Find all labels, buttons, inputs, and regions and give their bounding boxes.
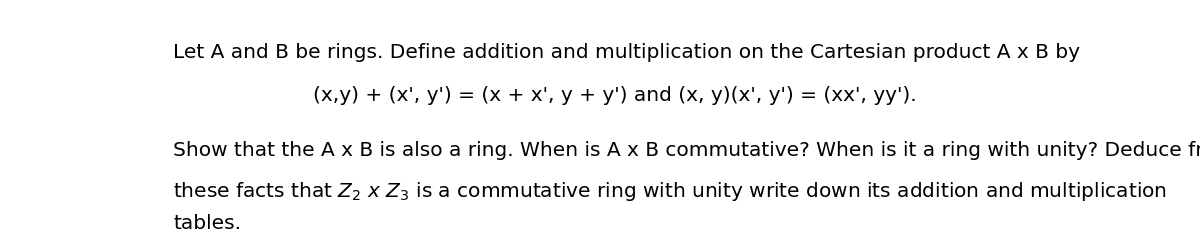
Text: tables.: tables.	[173, 214, 241, 233]
Text: Let A and B be rings. Define addition and multiplication on the Cartesian produc: Let A and B be rings. Define addition an…	[173, 43, 1080, 61]
Text: these facts that $Z_2$ $x$ $Z_3$ is a commutative ring with unity write down its: these facts that $Z_2$ $x$ $Z_3$ is a co…	[173, 180, 1168, 203]
Text: (x,y) + (x', y') = (x + x', y + y') and (x, y)(x', y') = (xx', yy').: (x,y) + (x', y') = (x + x', y + y') and …	[313, 86, 917, 105]
Text: Show that the A x B is also a ring. When is A x B commutative? When is it a ring: Show that the A x B is also a ring. When…	[173, 141, 1200, 160]
